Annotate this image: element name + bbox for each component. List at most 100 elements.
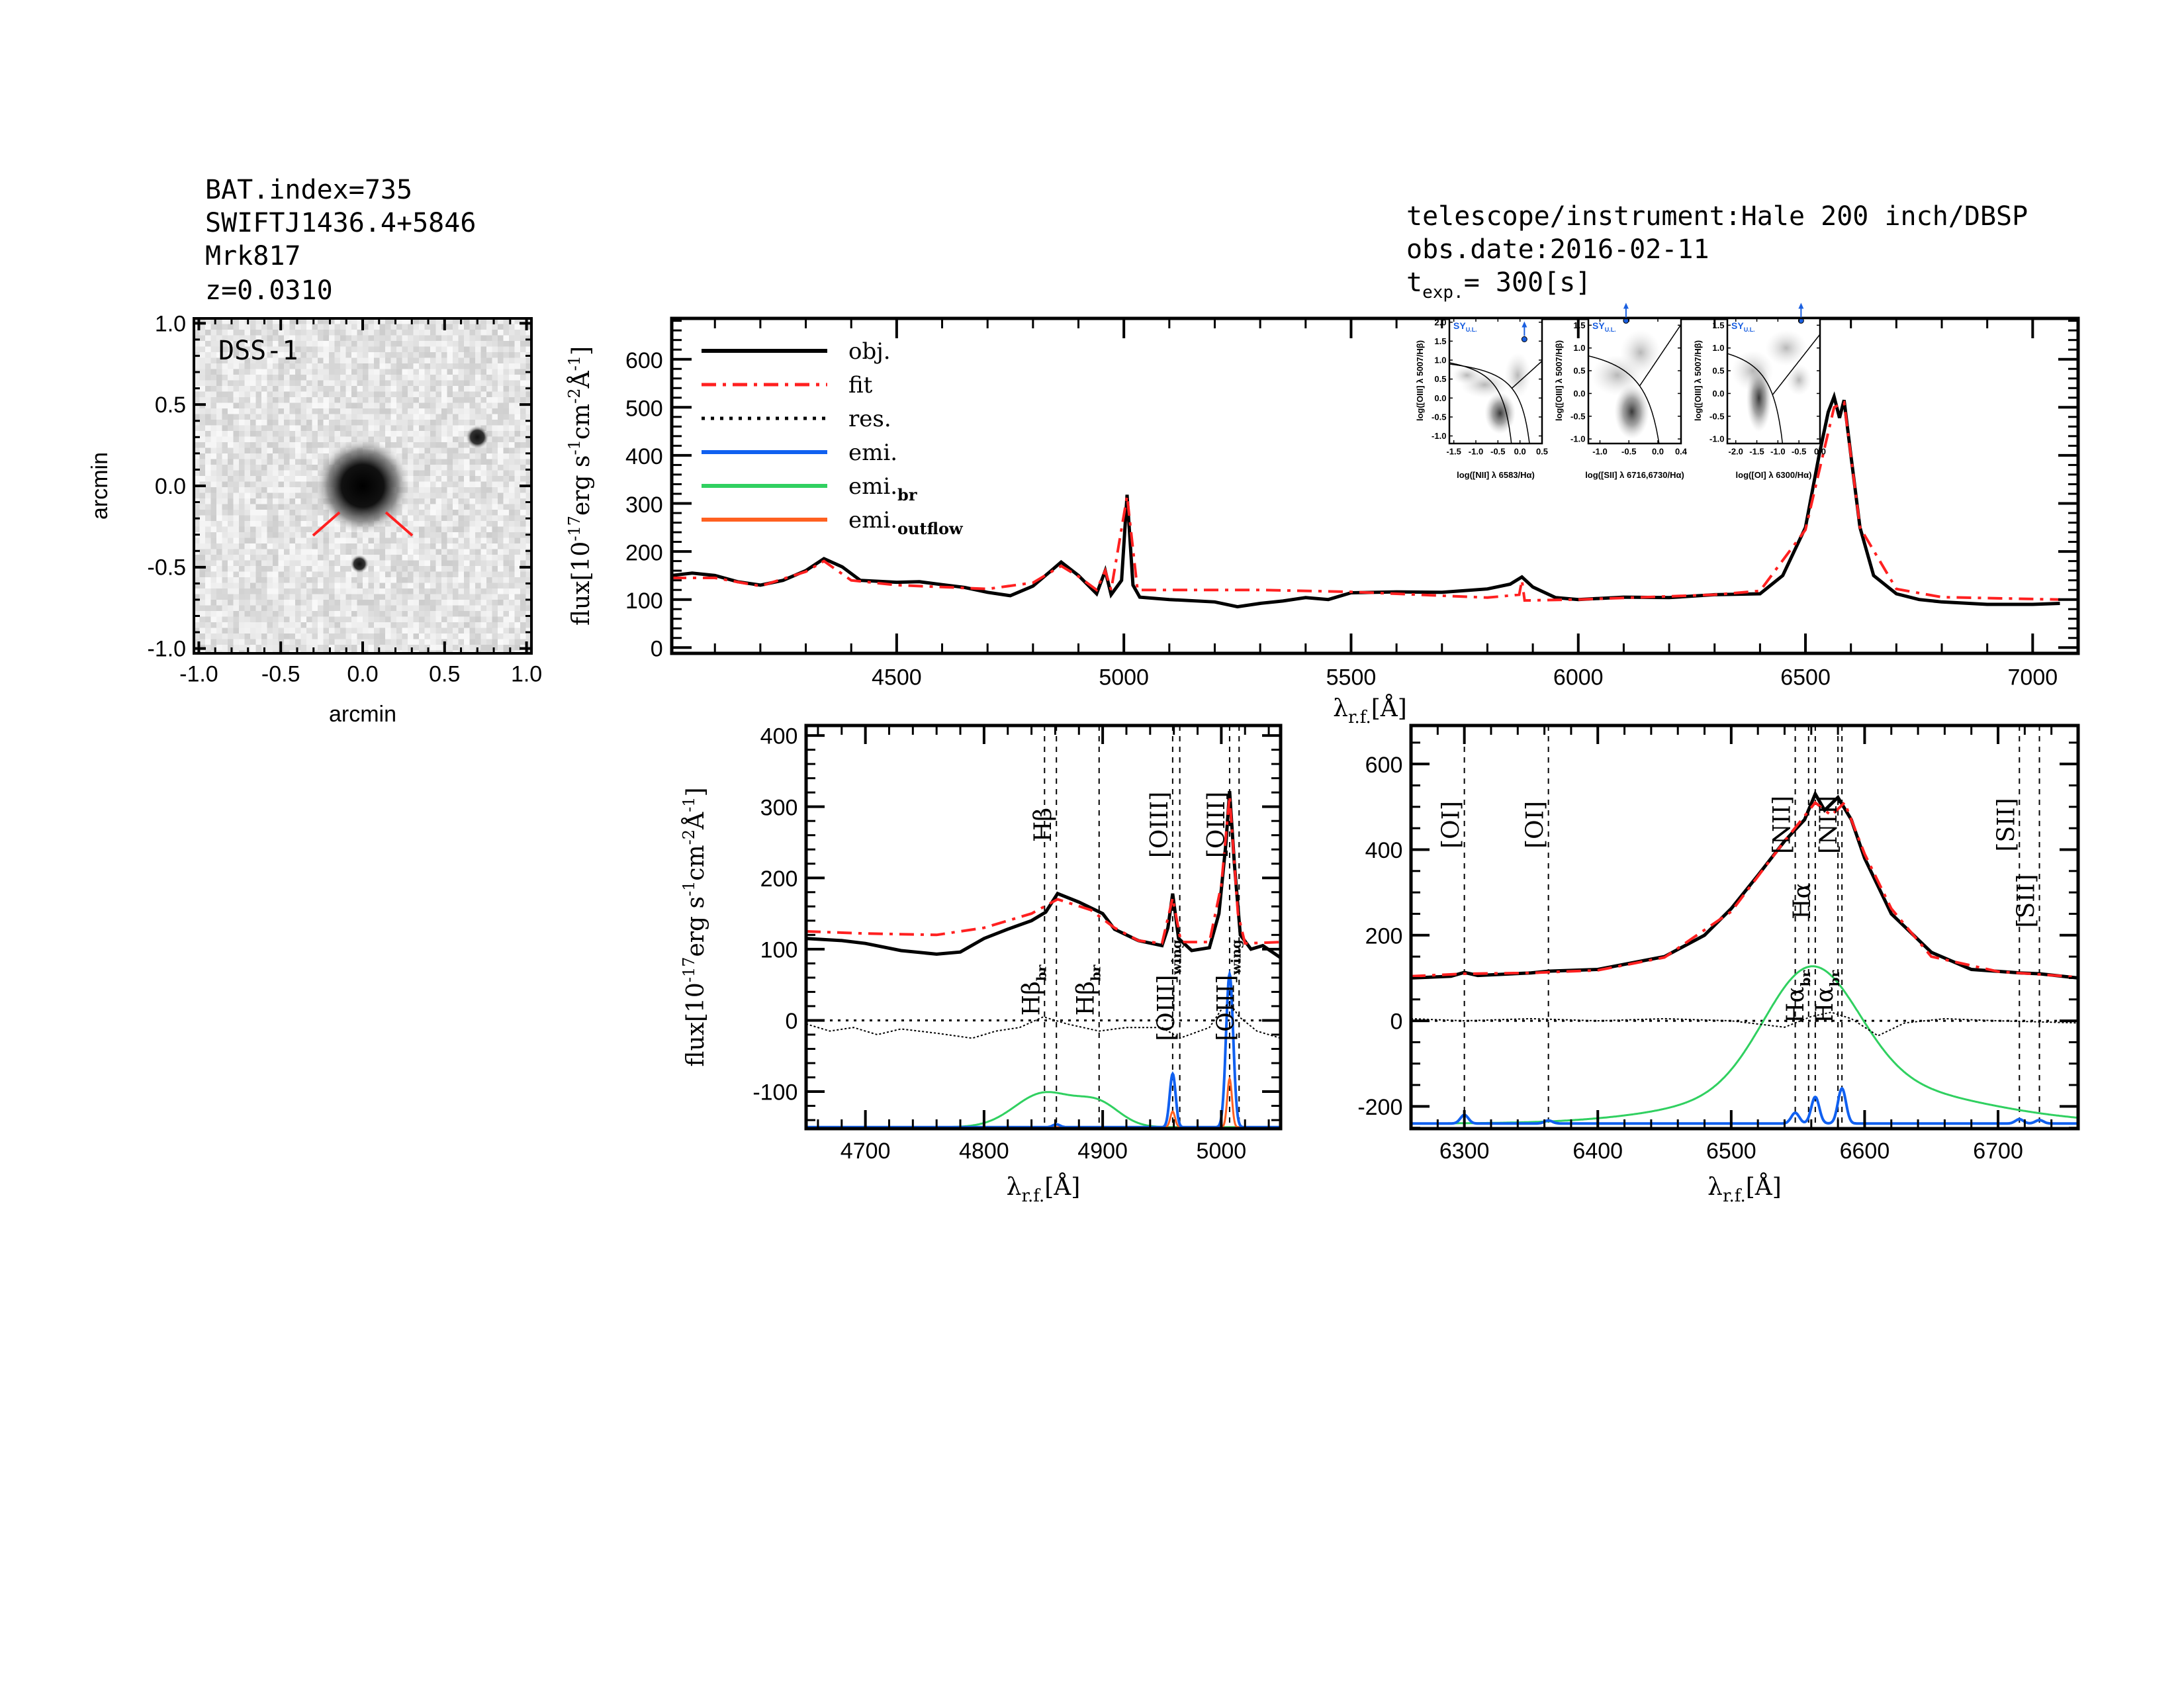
sky-pixel xyxy=(306,330,312,336)
sky-pixel xyxy=(228,504,234,510)
line-label-text: Hβ xyxy=(1073,981,1100,1015)
sky-pixel xyxy=(509,346,515,353)
sky-pixel xyxy=(233,583,240,589)
sky-pixel xyxy=(334,352,341,358)
sky-pixel xyxy=(228,357,234,364)
sky-pixel xyxy=(447,386,453,392)
sky-pixel xyxy=(430,498,436,504)
sky-pixel xyxy=(289,504,296,510)
sky-pixel xyxy=(278,476,285,482)
sky-pixel xyxy=(396,363,402,369)
sky-pixel xyxy=(255,549,262,555)
sky-pixel xyxy=(419,408,425,414)
sky-pixel xyxy=(273,470,279,477)
sky-pixel xyxy=(323,605,330,612)
sky-pixel xyxy=(273,335,279,342)
sky-pixel xyxy=(357,543,363,549)
sky-pixel xyxy=(492,470,498,477)
sky-pixel xyxy=(520,476,526,482)
sky-pixel xyxy=(239,566,245,572)
sky-pixel xyxy=(492,526,498,533)
sky-pixel xyxy=(210,498,217,504)
sky-pixel xyxy=(464,571,470,578)
sky-pixel xyxy=(475,391,481,398)
sky-pixel xyxy=(424,521,431,527)
sky-pixel xyxy=(385,408,391,414)
sky-pixel xyxy=(430,650,436,653)
sky-pixel xyxy=(295,391,301,398)
sky-pixel xyxy=(334,560,341,567)
sky-pixel xyxy=(402,532,408,538)
sky-pixel xyxy=(419,549,425,555)
sky-pixel xyxy=(323,324,330,330)
sky-pixel xyxy=(464,594,470,600)
sky-pixel xyxy=(520,380,526,387)
sky-pixel xyxy=(295,510,301,516)
sky-pixel xyxy=(250,600,256,606)
sky-pixel xyxy=(239,504,245,510)
sky-pixel xyxy=(396,408,402,414)
x-tick-label: -1.0 xyxy=(179,662,218,687)
sky-pixel xyxy=(284,628,290,634)
sky-pixel xyxy=(306,481,312,488)
y-label-part: -2 xyxy=(680,829,698,845)
sky-pixel xyxy=(453,318,459,324)
sky-pixel xyxy=(435,549,442,555)
sky-pixel xyxy=(413,628,420,634)
sky-pixel xyxy=(318,380,324,387)
sky-pixel xyxy=(255,498,262,504)
sky-pixel xyxy=(492,538,498,544)
sky-pixel xyxy=(408,346,414,353)
sky-pixel xyxy=(492,555,498,561)
sky-pixel xyxy=(351,380,357,387)
sky-pixel xyxy=(228,453,234,459)
sky-pixel xyxy=(312,526,318,533)
sky-pixel xyxy=(503,447,510,454)
sky-pixel xyxy=(345,335,352,342)
sky-pixel xyxy=(419,397,425,403)
sky-pixel xyxy=(408,459,414,465)
sky-pixel xyxy=(464,408,470,414)
sky-pixel xyxy=(498,588,504,594)
sky-pixel xyxy=(239,341,245,347)
sky-pixel xyxy=(498,380,504,387)
sky-pixel xyxy=(261,442,267,448)
sky-pixel xyxy=(194,341,200,347)
sky-pixel xyxy=(318,622,324,628)
sky-pixel xyxy=(244,549,251,555)
sky-pixel xyxy=(289,476,296,482)
sky-pixel xyxy=(261,594,267,600)
sky-pixel xyxy=(323,633,330,639)
y-tick-label: -1.0 xyxy=(1570,434,1585,444)
sky-pixel xyxy=(228,538,234,544)
sky-pixel xyxy=(447,408,453,414)
sky-pixel xyxy=(340,386,346,392)
sky-pixel xyxy=(228,352,234,358)
sky-pixel xyxy=(408,594,414,600)
sky-pixel xyxy=(498,650,504,653)
sky-pixel xyxy=(379,594,386,600)
sky-pixel xyxy=(194,391,200,398)
sky-pixel xyxy=(351,583,357,589)
sky-pixel xyxy=(396,330,402,336)
sky-pixel xyxy=(469,645,476,651)
sky-pixel xyxy=(312,436,318,443)
y-tick-label: -1.0 xyxy=(148,637,187,662)
sky-pixel xyxy=(357,324,363,330)
sky-pixel xyxy=(306,408,312,414)
sky-pixel xyxy=(210,605,217,612)
sky-pixel xyxy=(306,436,312,443)
sky-pixel xyxy=(408,318,414,324)
sky-pixel xyxy=(273,414,279,420)
sky-pixel xyxy=(233,363,240,369)
sky-pixel xyxy=(453,369,459,375)
sky-pixel xyxy=(306,380,312,387)
sky-pixel xyxy=(194,521,200,527)
sky-pixel xyxy=(441,588,447,594)
sky-pixel xyxy=(486,639,492,645)
sky-pixel xyxy=(413,510,420,516)
sky-pixel xyxy=(458,465,465,471)
sky-pixel xyxy=(284,521,290,527)
sky-pixel xyxy=(278,442,285,448)
sky-pixel xyxy=(390,341,397,347)
